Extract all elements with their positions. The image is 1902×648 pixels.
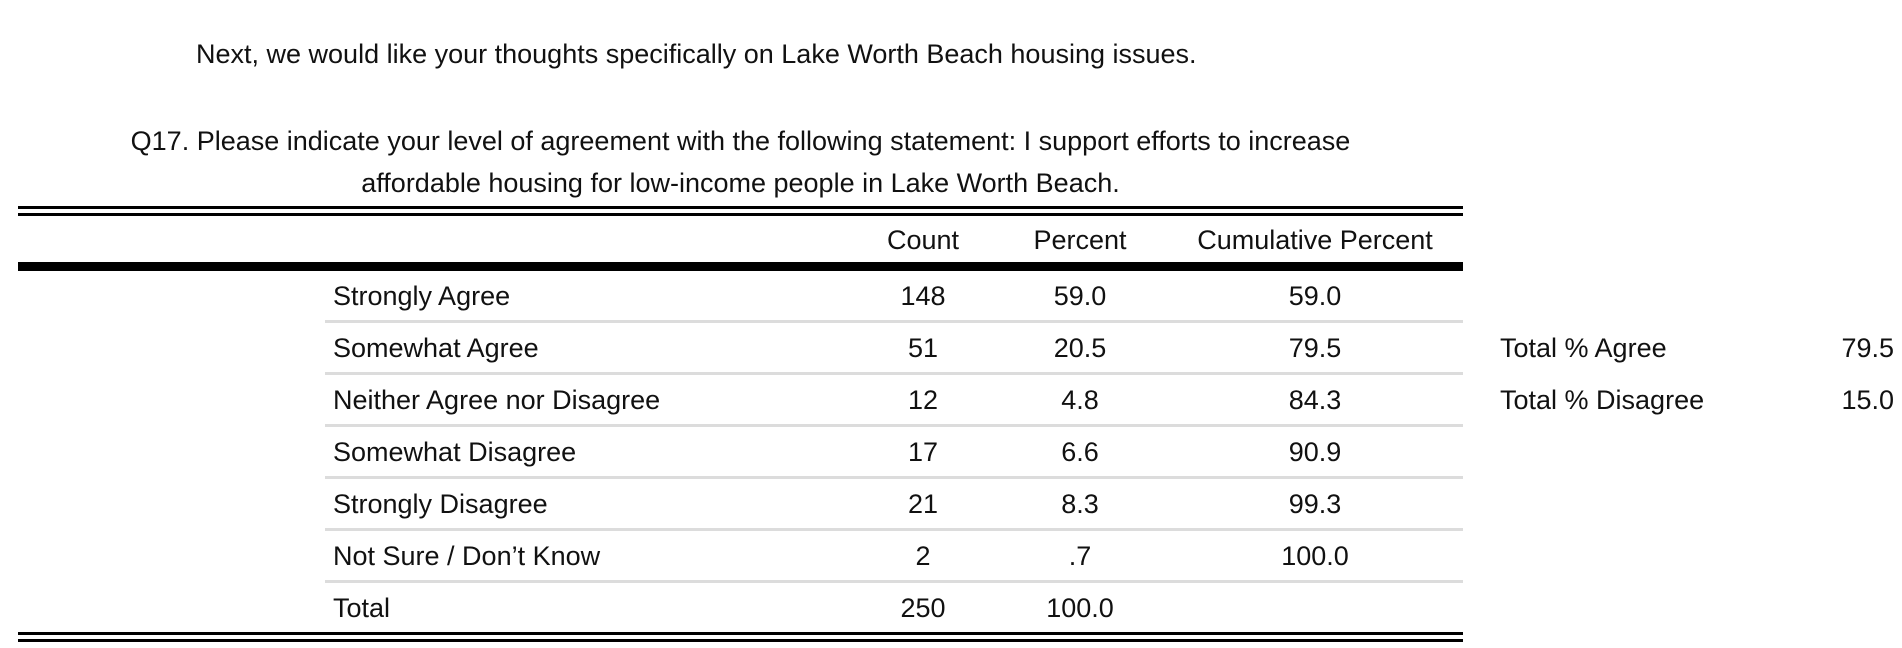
row-divider (325, 372, 1463, 375)
row-cumulative: 90.9 (1288, 437, 1342, 467)
row-count: 148 (900, 281, 946, 311)
row-label: Strongly Disagree (333, 489, 548, 519)
row-percent: 59.0 (1053, 281, 1107, 311)
row-divider (325, 528, 1463, 531)
row-divider (325, 476, 1463, 479)
row-label: Strongly Agree (333, 281, 511, 311)
row-label: Somewhat Agree (333, 333, 539, 363)
row-cumulative: 100.0 (1281, 541, 1349, 571)
summary-disagree-label: Total % Disagree (1500, 385, 1705, 415)
table-bottom-rule-1 (18, 632, 1463, 635)
row-percent: 4.8 (1061, 385, 1099, 415)
row-count: 17 (907, 437, 939, 467)
row-label: Somewhat Disagree (333, 437, 577, 467)
row-percent: 100.0 (1046, 593, 1114, 623)
summary-agree-label: Total % Agree (1500, 333, 1667, 363)
row-count: 250 (900, 593, 946, 623)
row-cumulative: 79.5 (1288, 333, 1342, 363)
row-label: Neither Agree nor Disagree (333, 385, 661, 415)
row-divider (325, 424, 1463, 427)
row-percent: 20.5 (1053, 333, 1107, 363)
row-count: 2 (915, 541, 931, 571)
question-title: Q17. Please indicate your level of agree… (18, 120, 1463, 204)
row-label: Total (333, 593, 391, 623)
question-line-1: Q17. Please indicate your level of agree… (130, 126, 1351, 156)
row-cumulative: 59.0 (1288, 281, 1342, 311)
row-cumulative: 99.3 (1288, 489, 1342, 519)
row-count: 21 (907, 489, 939, 519)
row-count: 12 (907, 385, 939, 415)
summary-disagree-value: 15.0 (1841, 385, 1894, 415)
row-divider (325, 580, 1463, 583)
table-header-rule (18, 262, 1463, 271)
header-count: Count (886, 225, 960, 255)
table-top-rule-2 (18, 213, 1463, 216)
table-top-rule-1 (18, 206, 1463, 209)
row-cumulative: 84.3 (1288, 385, 1342, 415)
summary-agree-value: 79.5 (1841, 333, 1894, 363)
header-cumulative-percent: Cumulative Percent (1197, 225, 1433, 255)
intro-text: Next, we would like your thoughts specif… (196, 39, 1197, 69)
table-bottom-rule-2 (18, 639, 1463, 642)
question-line-2: affordable housing for low-income people… (361, 168, 1120, 198)
row-divider (325, 320, 1463, 323)
row-label: Not Sure / Don’t Know (333, 541, 601, 571)
header-percent: Percent (1033, 225, 1127, 255)
row-percent: .7 (1068, 541, 1092, 571)
row-count: 51 (907, 333, 939, 363)
row-percent: 8.3 (1061, 489, 1099, 519)
row-percent: 6.6 (1061, 437, 1099, 467)
